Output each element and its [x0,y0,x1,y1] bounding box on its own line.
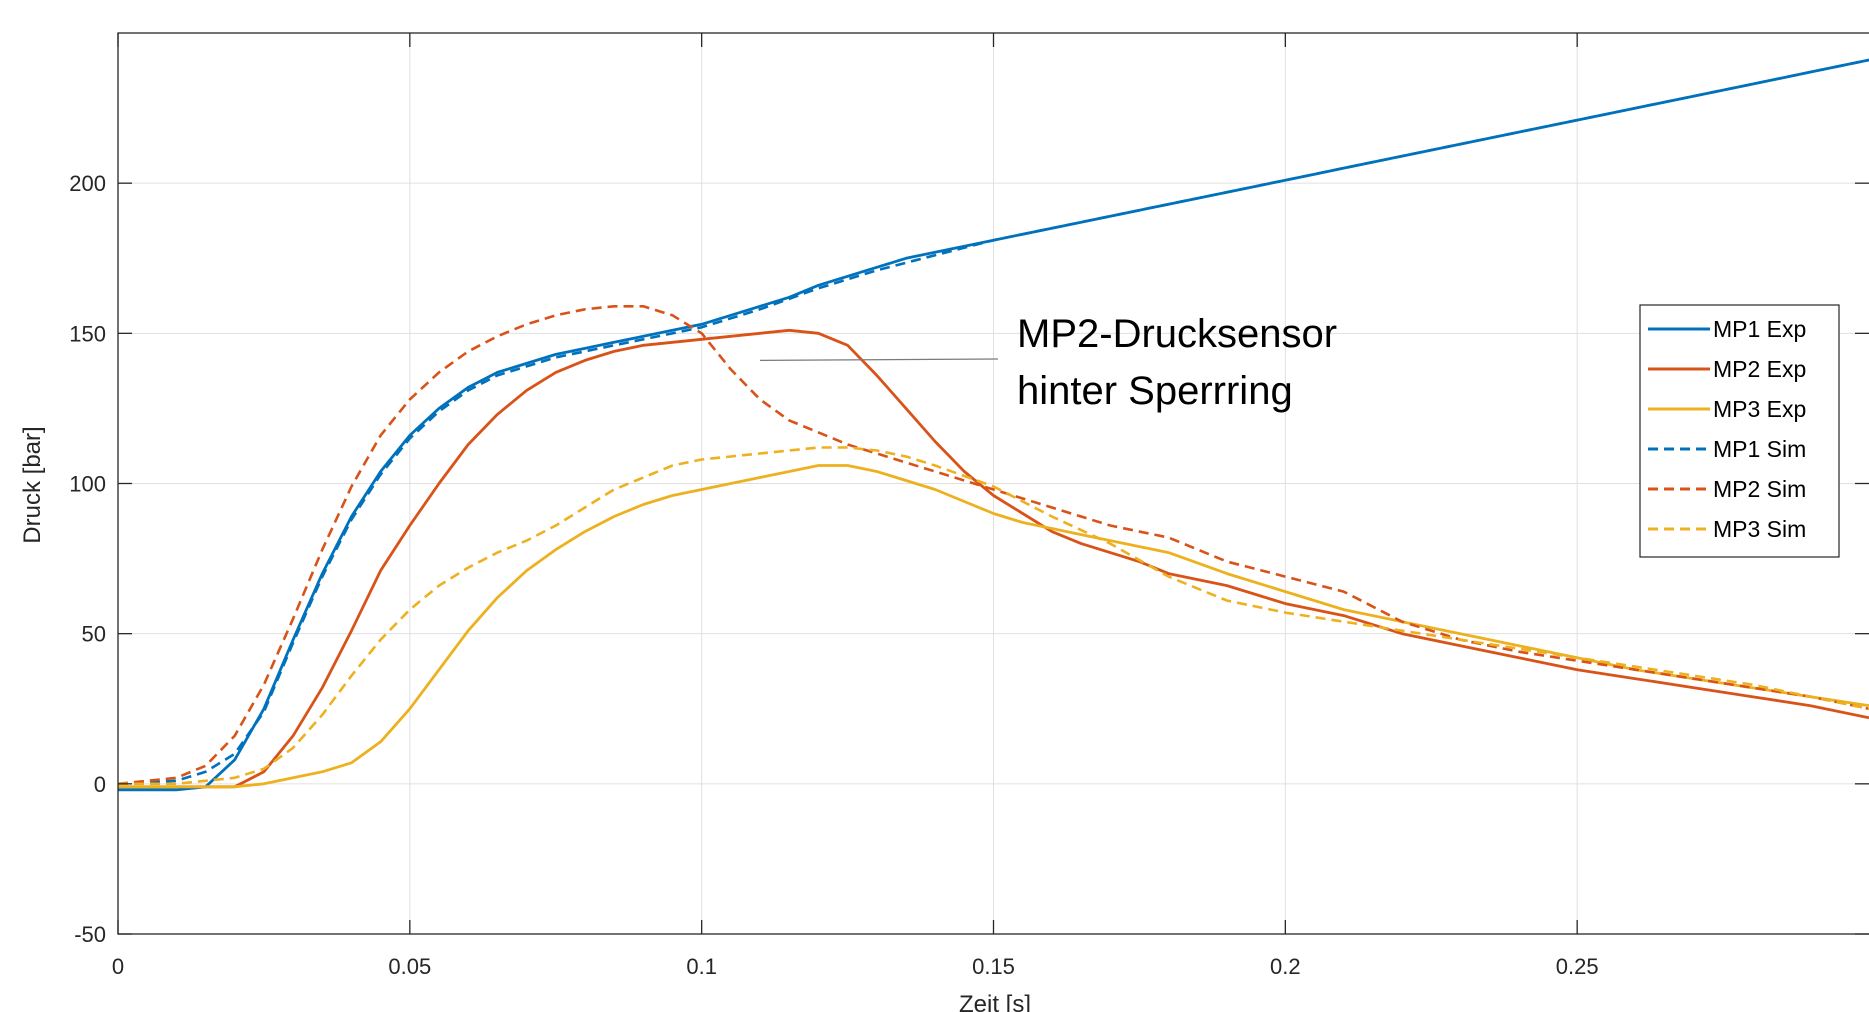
x-tick-label: 0.2 [1270,954,1301,979]
series-line-mp1-sim [117,58,1869,786]
grid-lines [117,33,1869,935]
legend-entry-label: MP1 Exp [1713,316,1806,342]
y-tick-labels: -50 0 50 100 150 200 [69,171,106,947]
y-tick-label: 50 [82,622,106,647]
axes [117,32,1869,935]
annotation-text-line-2: hinter Sperrring [1017,369,1293,413]
x-tick-label: 0 [112,954,124,979]
y-tick-label: 150 [69,321,106,346]
series-line-mp3-exp [118,464,1869,789]
x-tick-label: 0.15 [972,954,1015,979]
series-lines [117,58,1869,792]
series-line-mp3-sim [118,446,1869,786]
legend-entry-label: MP2 Sim [1713,476,1806,502]
series-line-mp2-exp [118,328,1869,789]
legend-box [1639,304,1840,558]
x-tick-labels: 0 0.05 0.1 0.15 0.2 0.25 [112,954,1599,979]
legend-entry-label: MP3 Exp [1713,396,1806,422]
y-axis-label: Druck [bar] [19,426,46,543]
annotation-text-line-1: MP2-Drucksensor [1017,312,1337,356]
x-tick-label: 0.25 [1556,954,1599,979]
x-tick-label: 0.1 [686,954,717,979]
y-tick-label: 0 [94,772,106,797]
legend: MP1 Exp MP2 Exp MP3 Exp MP1 Sim MP2 Sim MP3 S… [1639,304,1840,558]
y-tick-label: 200 [69,171,106,196]
legend-entry-label: MP2 Exp [1713,356,1806,382]
legend-entry-label: MP3 Sim [1713,516,1806,542]
annotation-leader-line [760,358,999,361]
y-tick-label: -50 [74,922,106,947]
legend-entry-label: MP1 Sim [1713,436,1806,462]
y-tick-label: 100 [69,472,106,497]
x-tick-label: 0.05 [388,954,431,979]
x-axis-label: Zeit [s] [959,991,1031,1012]
annotation: MP2-Drucksensor hinter Sperrring [760,312,1337,413]
